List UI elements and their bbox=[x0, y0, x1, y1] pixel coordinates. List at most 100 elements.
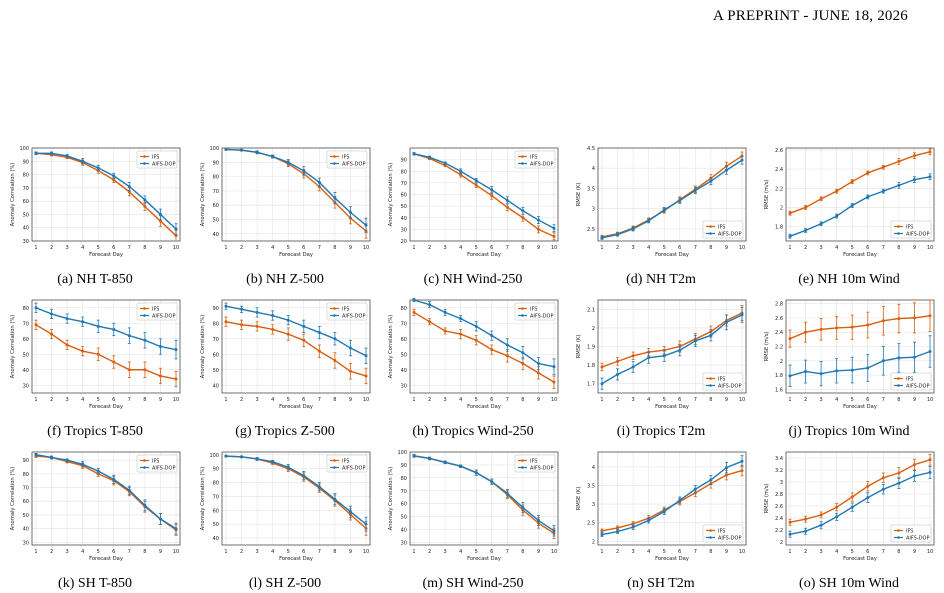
x-tick-label: 9 bbox=[537, 549, 540, 555]
x-tick-label: 6 bbox=[490, 397, 493, 403]
legend-label: AIFS-DOP bbox=[718, 383, 741, 389]
y-tick-label: 50 bbox=[23, 352, 29, 358]
y-tick-label: 3.4 bbox=[775, 456, 783, 462]
x-tick-label: 7 bbox=[882, 549, 885, 555]
x-axis-label: Forecast Day bbox=[843, 252, 877, 258]
x-axis-label: Forecast Day bbox=[843, 556, 877, 562]
x-tick-label: 6 bbox=[678, 397, 681, 403]
data-point bbox=[678, 348, 682, 352]
legend-label: AIFS-DOP bbox=[718, 231, 741, 237]
data-point bbox=[866, 366, 870, 370]
data-point bbox=[881, 476, 885, 480]
y-tick-label: 2.6 bbox=[775, 504, 783, 510]
data-point bbox=[850, 368, 854, 372]
data-point bbox=[255, 310, 259, 314]
data-point bbox=[333, 196, 337, 200]
data-point bbox=[521, 351, 525, 355]
y-tick-label: 2.1 bbox=[587, 307, 595, 313]
x-tick-label: 4 bbox=[647, 245, 650, 251]
data-point bbox=[709, 179, 713, 183]
x-tick-label: 10 bbox=[173, 549, 179, 555]
data-point bbox=[788, 532, 792, 536]
data-point bbox=[158, 212, 162, 216]
x-tick-label: 9 bbox=[159, 549, 162, 555]
series-line-aifs-dop bbox=[413, 299, 555, 368]
data-point bbox=[459, 332, 463, 336]
x-tick-label: 4 bbox=[835, 549, 838, 555]
y-tick-label: 50 bbox=[401, 515, 407, 521]
data-point bbox=[912, 154, 916, 158]
legend-marker bbox=[709, 232, 712, 235]
data-point bbox=[428, 155, 432, 159]
legend-label: IFS bbox=[152, 306, 159, 312]
data-point bbox=[866, 496, 870, 500]
legend-label: IFS bbox=[152, 458, 159, 464]
panel-caption: (k) SH T-850 bbox=[58, 576, 132, 591]
x-tick-label: 7 bbox=[128, 245, 131, 251]
y-tick-label: 70 bbox=[401, 181, 407, 187]
series-line-aifs-dop bbox=[225, 305, 367, 357]
x-tick-label: 7 bbox=[128, 549, 131, 555]
data-point bbox=[835, 369, 839, 373]
y-tick-label: 1.8 bbox=[775, 373, 783, 379]
data-point bbox=[96, 324, 100, 328]
data-point bbox=[521, 209, 525, 213]
y-tick-label: 40 bbox=[401, 368, 407, 374]
legend-marker bbox=[709, 225, 712, 228]
series-line-aifs-dop bbox=[789, 176, 931, 237]
x-tick-label: 1 bbox=[224, 245, 227, 251]
x-tick-label: 7 bbox=[318, 397, 321, 403]
data-point bbox=[255, 457, 259, 461]
data-point bbox=[174, 227, 178, 231]
y-tick-label: 60 bbox=[401, 193, 407, 199]
data-point bbox=[912, 463, 916, 467]
y-axis-label: Anomaly Correlation (%) bbox=[200, 315, 206, 379]
x-tick-label: 5 bbox=[97, 549, 100, 555]
data-point bbox=[364, 223, 368, 227]
data-point bbox=[819, 222, 823, 226]
y-tick-label: 2.4 bbox=[775, 167, 783, 173]
data-point bbox=[286, 332, 290, 336]
data-point bbox=[286, 318, 290, 322]
data-point bbox=[255, 150, 259, 154]
plot-frame bbox=[31, 147, 181, 242]
legend-marker bbox=[709, 384, 712, 387]
y-tick-label: 80 bbox=[401, 306, 407, 312]
data-point bbox=[631, 525, 635, 529]
data-point bbox=[364, 522, 368, 526]
data-point bbox=[835, 214, 839, 218]
x-tick-label: 8 bbox=[521, 397, 524, 403]
data-point bbox=[158, 374, 162, 378]
data-point bbox=[505, 354, 509, 358]
x-tick-label: 7 bbox=[694, 245, 697, 251]
data-point bbox=[348, 210, 352, 214]
series-line-aifs-dop bbox=[789, 350, 931, 377]
legend-label: IFS bbox=[530, 154, 537, 160]
x-tick-label: 6 bbox=[302, 397, 305, 403]
data-point bbox=[490, 334, 494, 338]
y-tick-label: 3 bbox=[592, 502, 595, 508]
data-point bbox=[459, 464, 463, 468]
series-line-ifs bbox=[35, 324, 177, 380]
x-tick-label: 8 bbox=[897, 397, 900, 403]
y-tick-label: 70 bbox=[213, 337, 219, 343]
data-point bbox=[505, 491, 509, 495]
y-tick-label: 2.6 bbox=[775, 316, 783, 322]
data-point bbox=[286, 160, 290, 164]
y-tick-label: 2.5 bbox=[587, 227, 595, 233]
data-point bbox=[112, 178, 116, 182]
data-point bbox=[143, 503, 147, 507]
y-tick-label: 60 bbox=[213, 352, 219, 358]
x-tick-label: 2 bbox=[240, 245, 243, 251]
data-point bbox=[317, 349, 321, 353]
y-tick-label: 50 bbox=[23, 212, 29, 218]
data-point bbox=[112, 327, 116, 331]
x-tick-label: 9 bbox=[349, 245, 352, 251]
data-point bbox=[364, 374, 368, 378]
x-tick-label: 9 bbox=[725, 549, 728, 555]
legend-marker bbox=[333, 314, 336, 317]
